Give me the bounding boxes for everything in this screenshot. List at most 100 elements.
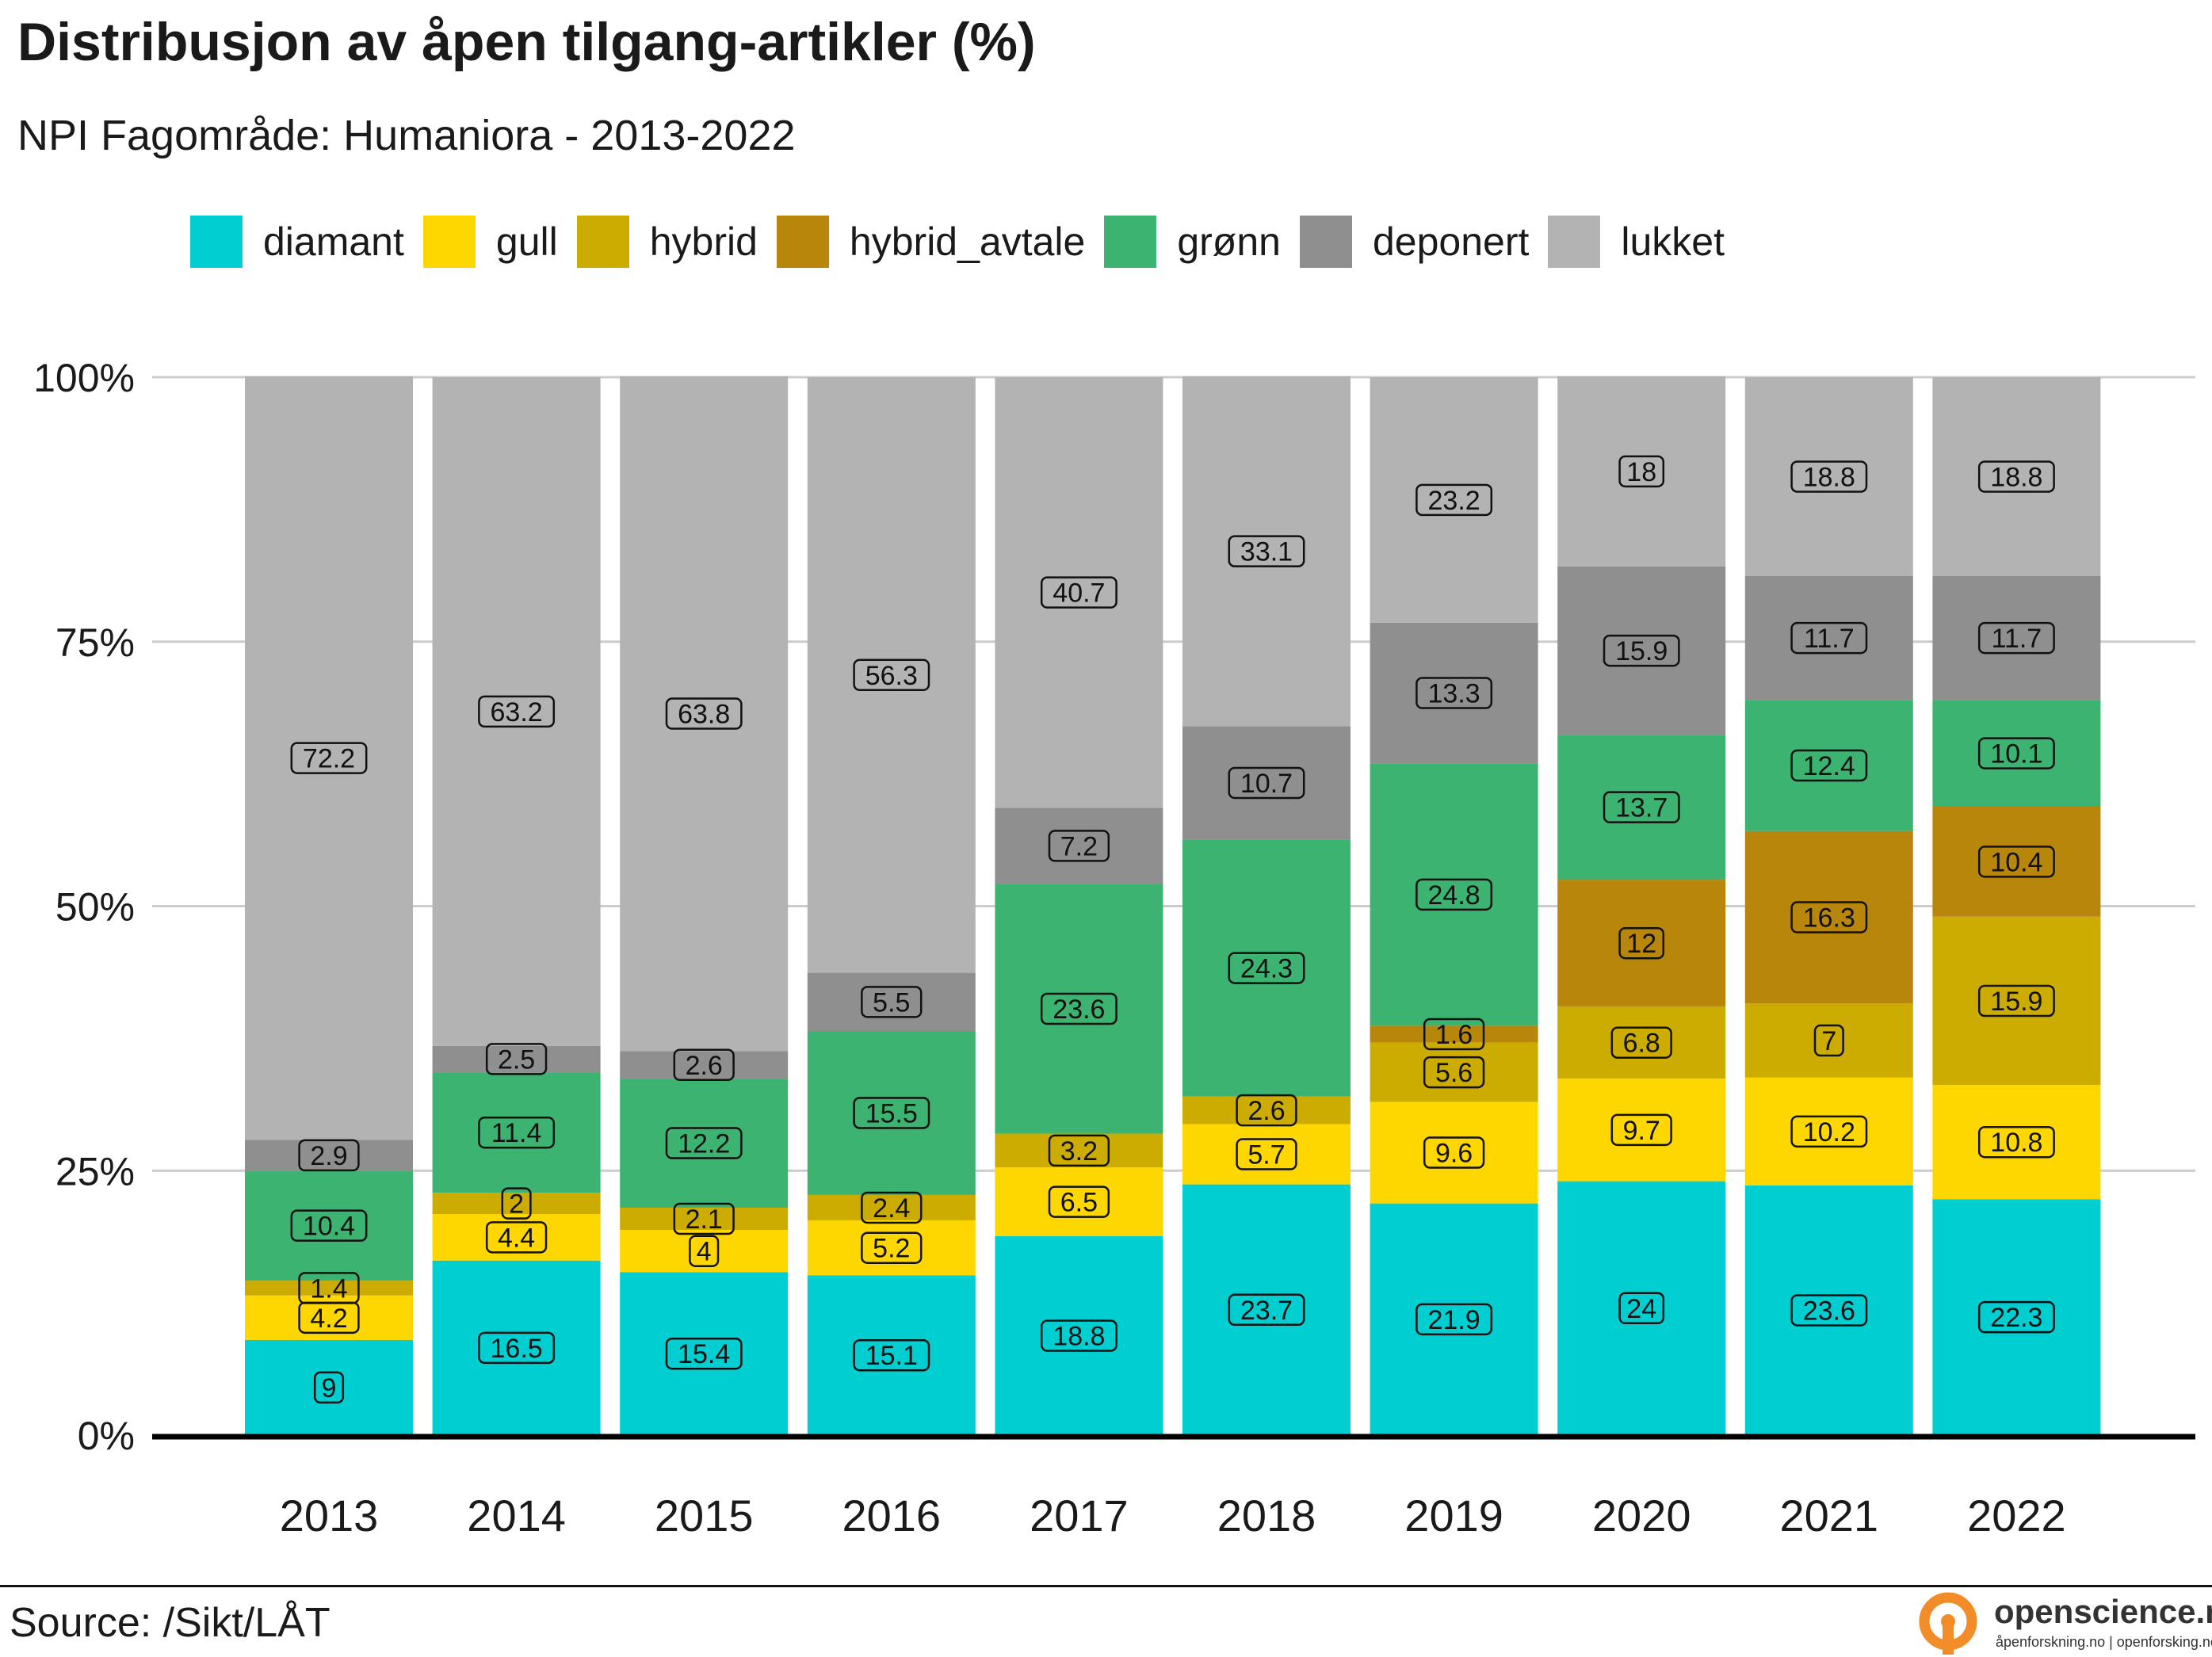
data-label: 23.6 [1790,1294,1868,1327]
logo-name: openscience.no [1994,1593,2212,1630]
data-label-text: 7 [1821,1026,1836,1056]
data-label-text: 6.8 [1623,1029,1660,1059]
data-label: 63.2 [478,695,556,728]
x-tick-label: 2016 [842,1491,942,1541]
bar-segment-hybrid [245,1281,413,1296]
bar-segment-grønn [1182,839,1351,1097]
legend-item-lukket: lukket [1548,216,1725,268]
data-label-text: 23.6 [1803,1296,1855,1326]
data-label-text: 15.4 [678,1339,730,1369]
x-tick-label: 2020 [1592,1491,1691,1541]
data-label-text: 2.6 [686,1051,723,1081]
data-label: 15.4 [665,1337,743,1370]
x-tick-label: 2017 [1030,1491,1129,1541]
data-label: 3.2 [1048,1134,1110,1167]
data-label-text: 33.1 [1240,537,1293,567]
bar-segment-deponert [995,808,1163,884]
data-label: 15.5 [853,1097,930,1129]
data-label-text: 16.5 [491,1334,543,1364]
data-label-text: 12 [1626,929,1656,959]
data-label: 10.4 [290,1209,368,1242]
bar-segment-hybrid_avtale [1744,830,1913,1004]
data-label: 24 [1618,1292,1665,1325]
data-label-text: 10.4 [1990,847,2042,877]
data-label-text: 5.2 [873,1234,910,1264]
bar-segment-gull [1557,1079,1726,1182]
data-label: 1.6 [1423,1017,1485,1051]
openscience-logo: openscience.no åpenforskning.no | openfo… [1916,1591,2212,1655]
data-label: 6.8 [1610,1026,1672,1059]
legend-item-diamant: diamant [190,216,404,268]
bar-segment-diamant [995,1236,1163,1435]
bar-segment-diamant [1370,1203,1538,1435]
bar-segment-lukket [1557,376,1726,567]
data-label-text: 2 [509,1189,524,1220]
data-label-text: 2.6 [1247,1096,1285,1126]
stacked-bar-chart: 0% 25% 50% 75% 100% 2013 2014 2015 2016 2017 2018 2… [33,356,2195,1541]
bar-segment-deponert [1932,575,2101,701]
footer-divider [0,1585,2212,1587]
data-label-text: 1.6 [1435,1020,1473,1050]
bar-segment-grønn [995,884,1163,1134]
legend-item-deponert: deponert [1299,216,1529,268]
data-label: 2.9 [298,1139,360,1172]
data-label-text: 2.1 [686,1205,723,1235]
data-label: 10.8 [1977,1125,2055,1159]
data-label-text: 18.8 [1990,462,2042,492]
bar-segment-gull [807,1220,976,1276]
data-label: 10.2 [1790,1115,1868,1148]
data-label-text: 9.6 [1435,1139,1473,1169]
data-label-text: 11.4 [491,1118,542,1148]
bar-segment-grønn [620,1079,789,1208]
data-label-text: 24.8 [1428,880,1480,911]
data-label: 2 [501,1187,532,1220]
bar-segment-deponert [432,1045,601,1073]
data-label: 11.4 [478,1116,556,1149]
data-label: 24.8 [1415,878,1493,911]
data-label: 18 [1618,455,1665,488]
data-label: 16.5 [478,1331,556,1365]
data-label: 9.6 [1423,1136,1485,1169]
bar-segment-grønn [1557,735,1726,880]
data-label-text: 22.3 [1990,1303,2042,1333]
data-label-text: 23.7 [1240,1296,1293,1326]
data-label: 10.7 [1228,766,1305,800]
data-label-text: 18.8 [1053,1322,1105,1352]
data-label: 23.7 [1228,1293,1305,1327]
bar-segment-hybrid [1744,1003,1913,1078]
data-label: 4.4 [485,1221,548,1254]
data-label: 7 [1813,1024,1844,1057]
x-tick-label: 2015 [655,1491,754,1541]
legend-label: lukket [1621,220,1725,264]
data-label-text: 10.4 [303,1212,355,1242]
legend-swatch [776,216,829,268]
bar-segment-deponert [1182,726,1351,840]
bar-segment-hybrid [1182,1096,1351,1124]
bar-segment-grønn [807,1031,976,1195]
data-label-text: 63.8 [678,700,730,730]
bar-segment-hybrid_avtale [1932,807,2101,917]
data-label-text: 2.9 [310,1141,347,1171]
data-label: 18.8 [1040,1319,1117,1352]
data-label-text: 9.7 [1623,1116,1660,1146]
legend-item-hybrid: hybrid [576,216,758,268]
legend-label: hybrid_avtale [849,220,1086,264]
data-label-text: 63.2 [491,697,543,727]
legend-item-hybrid_avtale: hybrid_avtale [776,216,1086,268]
data-label-text: 11.7 [1804,624,1855,654]
y-tick-label: 25% [55,1149,135,1193]
bar-segment-gull [1744,1077,1913,1185]
data-label-text: 10.8 [1990,1128,2042,1158]
openscience-logo-icon [1919,1592,1977,1655]
data-label-text: 5.5 [873,987,910,1017]
legend-item-gull: gull [422,216,558,268]
data-label: 2.4 [861,1191,923,1224]
x-tick-label: 2013 [280,1491,379,1541]
bar-segment-diamant [807,1275,976,1435]
data-label-text: 12.2 [678,1129,730,1159]
bar-segment-lukket [245,376,413,1140]
data-label-text: 3.2 [1060,1136,1098,1166]
data-label-text: 10.1 [1990,739,2042,769]
bar-segment-deponert [807,972,976,1032]
bar-segment-gull [1370,1101,1538,1204]
